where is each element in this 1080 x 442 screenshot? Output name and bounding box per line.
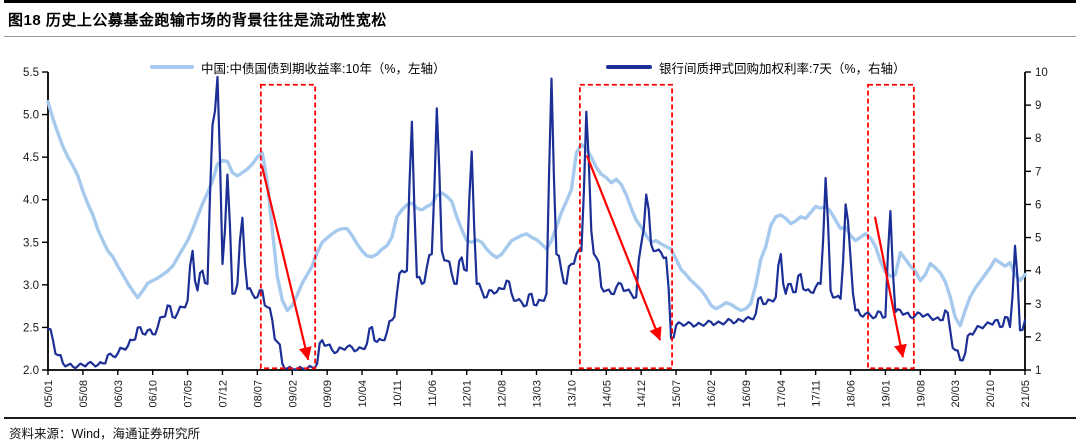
svg-text:2: 2 (1035, 332, 1041, 344)
svg-text:4.5: 4.5 (23, 152, 39, 164)
svg-text:5.5: 5.5 (23, 67, 39, 79)
svg-text:16/02: 16/02 (706, 380, 718, 408)
svg-text:07/05: 07/05 (183, 380, 195, 408)
svg-text:13/10: 13/10 (566, 380, 578, 408)
svg-text:17/04: 17/04 (776, 380, 788, 408)
svg-text:19/01: 19/01 (880, 380, 892, 408)
svg-text:4.0: 4.0 (23, 195, 39, 207)
decline-arrow (260, 165, 312, 361)
svg-text:09/09: 09/09 (322, 380, 334, 408)
svg-text:12/08: 12/08 (497, 380, 509, 408)
svg-text:06/10: 06/10 (148, 380, 160, 408)
svg-text:2.0: 2.0 (23, 365, 39, 377)
svg-text:3.5: 3.5 (23, 237, 39, 249)
svg-text:6: 6 (1035, 199, 1041, 211)
decline-arrow (873, 216, 907, 358)
chart-legend: 中国:中债国债到期收益率:10年（%，左轴） 银行间质押式回购加权利率:7天（%… (0, 57, 1080, 77)
legend-label-repo-rate: 银行间质押式回购加权利率:7天（%，右轴） (659, 61, 906, 76)
repo-rate-line (46, 75, 1027, 371)
svg-text:7: 7 (1035, 166, 1041, 178)
svg-text:4: 4 (1035, 266, 1042, 278)
svg-text:3: 3 (1035, 299, 1041, 311)
svg-text:20/03: 20/03 (950, 380, 962, 408)
svg-text:5.0: 5.0 (23, 110, 39, 122)
legend-label-govbond-yield: 中国:中债国债到期收益率:10年（%，左轴） (201, 61, 446, 76)
svg-text:9: 9 (1035, 100, 1041, 112)
svg-text:20/10: 20/10 (985, 380, 997, 408)
svg-text:12/01: 12/01 (462, 380, 474, 408)
svg-text:11/06: 11/06 (427, 380, 439, 407)
svg-text:5: 5 (1035, 233, 1041, 245)
x-axis-ticks: 05/01 05/08 06/03 06/10 07/05 07/12 08/07 09/02… (43, 370, 1032, 408)
svg-text:2.5: 2.5 (23, 322, 39, 334)
axes (47, 72, 1026, 371)
figure-title: 图18 历史上公募基金跑输市场的背景往往是流动性宽松 (8, 12, 387, 29)
svg-text:08/07: 08/07 (252, 380, 264, 408)
svg-text:05/08: 05/08 (78, 380, 90, 408)
svg-text:13/03: 13/03 (532, 380, 544, 408)
highlight-box (867, 83, 915, 370)
svg-text:17/11: 17/11 (811, 380, 823, 407)
svg-text:1: 1 (1035, 365, 1041, 377)
svg-text:10/04: 10/04 (357, 380, 369, 408)
source-note: 资料来源：Wind，海通证券研究所 (9, 427, 200, 441)
svg-text:15/07: 15/07 (671, 380, 683, 408)
svg-text:8: 8 (1035, 133, 1041, 145)
left-axis-ticks: 2.0 2.5 3.0 3.5 4.0 4.5 5.0 5.5 (23, 67, 48, 377)
svg-text:09/02: 09/02 (287, 380, 299, 408)
decline-arrow (585, 155, 662, 341)
highlight-box (259, 83, 317, 370)
footer-divider (4, 417, 1076, 419)
repo-line-swatch (606, 65, 652, 69)
svg-text:3.0: 3.0 (23, 280, 39, 292)
svg-text:14/12: 14/12 (636, 380, 648, 408)
svg-text:14/05: 14/05 (601, 380, 613, 408)
highlight-box (578, 83, 673, 370)
svg-text:10/11: 10/11 (392, 380, 404, 407)
title-divider (4, 36, 1076, 37)
svg-text:05/01: 05/01 (43, 380, 55, 408)
legend-item-govbond-yield: 中国:中债国债到期收益率:10年（%，左轴） (150, 57, 445, 77)
govbond-yield-line (46, 100, 1027, 328)
right-axis-ticks: 1 2 3 4 5 6 7 8 9 10 (1025, 67, 1048, 377)
svg-text:18/06: 18/06 (846, 380, 858, 408)
svg-text:07/12: 07/12 (217, 380, 229, 408)
legend-item-repo-rate: 银行间质押式回购加权利率:7天（%，右轴） (606, 57, 906, 77)
svg-text:19/08: 19/08 (915, 380, 927, 408)
svg-text:10: 10 (1035, 67, 1048, 79)
top-border-rule (4, 0, 1076, 3)
govbond-line-swatch (150, 64, 194, 70)
svg-text:16/09: 16/09 (741, 380, 753, 408)
svg-text:06/03: 06/03 (113, 380, 125, 408)
svg-text:21/05: 21/05 (1020, 380, 1032, 408)
liquidity-easing-annotations (259, 83, 915, 370)
